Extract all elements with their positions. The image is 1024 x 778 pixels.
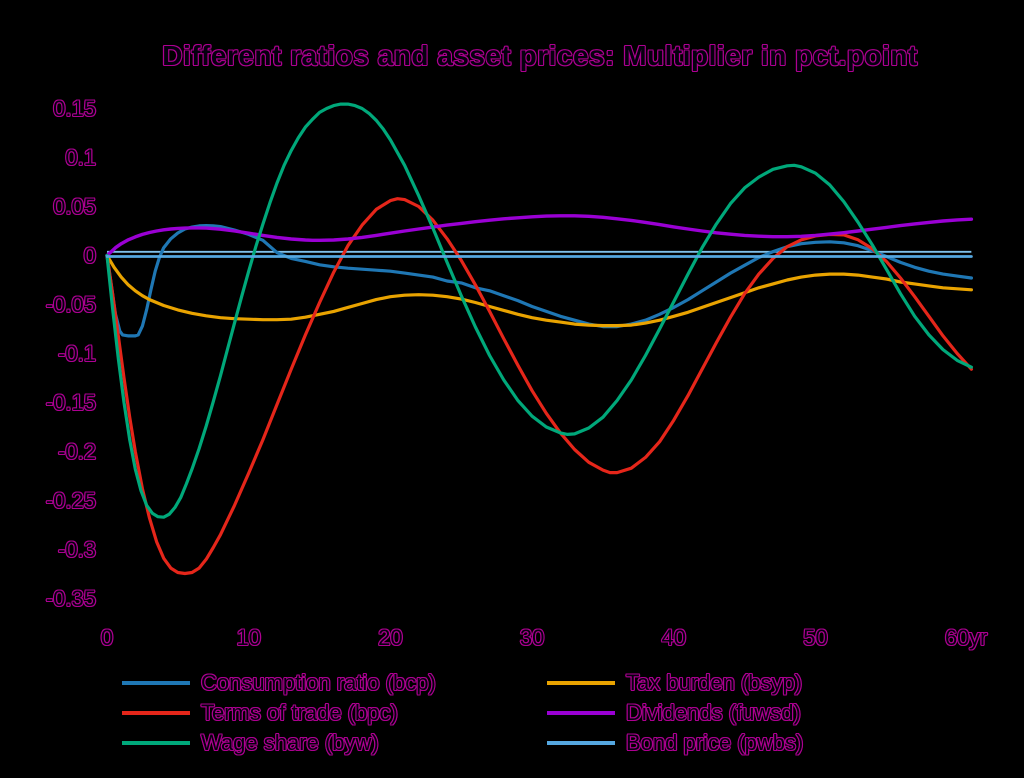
- legend-swatch-line: [122, 741, 190, 745]
- x-tick-label: 0: [100, 625, 114, 650]
- legend-swatch-line: [122, 681, 190, 685]
- legend-label: Dividends (fuwsd): [626, 700, 801, 725]
- legend-item: Consumption ratio (bcp): [122, 669, 436, 697]
- y-tick-label: -0.1: [58, 340, 96, 366]
- x-tick-label: 50: [803, 625, 828, 650]
- x-tick-label: 30: [519, 625, 545, 650]
- x-tick-label: 10: [236, 625, 261, 650]
- legend-swatch-line: [547, 711, 615, 715]
- series-line-bpc: [105, 197, 974, 576]
- y-tick-label: -0.05: [45, 291, 96, 317]
- legend-swatch-line: [122, 711, 190, 715]
- y-tick-label: -0.35: [45, 585, 96, 611]
- legend-item: Terms of trade (bpc): [122, 699, 398, 727]
- legend-item: Wage share (byw): [122, 729, 379, 757]
- series-line-fuwsd: [105, 214, 974, 258]
- series-line-bsyp: [105, 253, 974, 328]
- legend-label: Wage share (byw): [201, 730, 379, 755]
- y-tick-label: 0.05: [53, 193, 96, 219]
- y-tick-label: -0.2: [58, 438, 96, 464]
- legend-swatch-line: [547, 741, 615, 745]
- legend-label: Terms of trade (bpc): [201, 700, 398, 725]
- y-tick-label: -0.25: [45, 487, 96, 513]
- legend-label: Tax burden (bsyp): [626, 670, 803, 695]
- x-axis-unit-label: yr: [969, 625, 988, 650]
- chart-title: Different ratios and asset prices: Multi…: [162, 40, 918, 71]
- legend-swatch-line: [547, 681, 615, 685]
- legend-label: Bond price (pwbs): [626, 730, 804, 755]
- x-tick-label: 40: [661, 625, 687, 650]
- series-line-bcp: [105, 224, 974, 338]
- series-line-byw: [105, 102, 974, 519]
- x-tick-label: 20: [378, 625, 403, 650]
- legend-item: Tax burden (bsyp): [547, 669, 802, 697]
- legend-label: Consumption ratio (bcp): [201, 670, 436, 695]
- x-tick-label: 60: [944, 625, 970, 650]
- y-tick-label: 0: [83, 242, 96, 268]
- y-tick-label: 0.15: [53, 95, 96, 121]
- y-tick-label: -0.3: [58, 536, 96, 562]
- y-tick-label: 0.1: [65, 144, 96, 170]
- legend-item: Bond price (pwbs): [547, 729, 803, 757]
- y-tick-label: -0.15: [45, 389, 96, 415]
- legend-item: Dividends (fuwsd): [547, 699, 801, 727]
